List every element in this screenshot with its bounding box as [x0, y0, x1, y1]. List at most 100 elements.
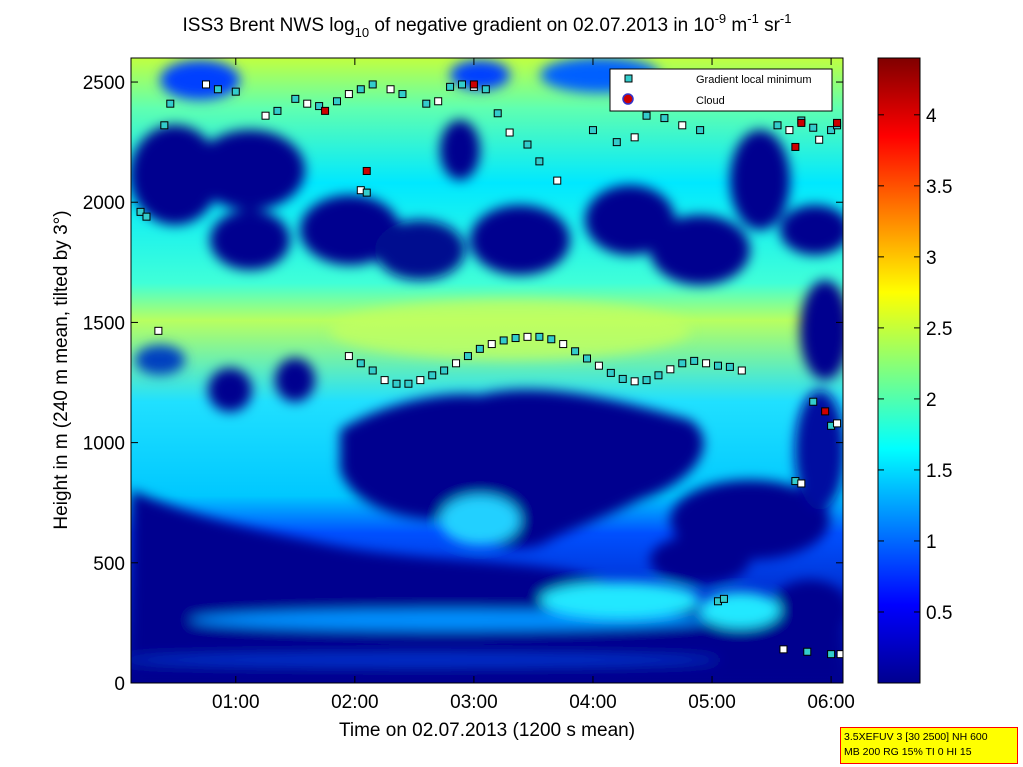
colorbar-tick-label: 0.5: [926, 603, 952, 624]
gradient-minimum-marker: [606, 368, 615, 377]
gradient-minimum-marker: [785, 126, 794, 135]
x-tick-label: 03:00: [450, 692, 498, 713]
gradient-minimum-marker: [434, 97, 443, 106]
gradient-minimum-marker: [815, 135, 824, 144]
gradient-minimum-marker: [142, 212, 151, 221]
y-tick-label: 2500: [83, 73, 125, 94]
cloud-marker: [791, 142, 800, 151]
colorbar-tick-label: 2.5: [926, 319, 952, 340]
gradient-minimum-marker: [547, 335, 556, 344]
colorbar-gradient: [877, 57, 921, 684]
y-axis-label: Height in m (240 m mean, tilted by 3°): [51, 210, 72, 529]
gradient-minimum-marker: [315, 102, 324, 111]
gradient-minimum-marker: [392, 379, 401, 388]
gradient-minimum-marker: [398, 90, 407, 99]
gradient-minimum-marker: [559, 340, 568, 349]
gradient-minimum-marker: [630, 377, 639, 386]
gradient-minimum-marker: [505, 128, 514, 137]
x-tick-label: 02:00: [331, 692, 379, 713]
gradient-minimum-marker: [654, 371, 663, 380]
gradient-minimum-marker: [368, 80, 377, 89]
chart-title: ISS3 Brent NWS log10 of negative gradien…: [183, 11, 792, 40]
gradient-minimum-marker: [713, 361, 722, 370]
gradient-minimum-marker: [404, 379, 413, 388]
gradient-minimum-marker: [797, 479, 806, 488]
gradient-minimum-marker: [827, 650, 836, 659]
gradient-minimum-marker: [154, 326, 163, 335]
gradient-minimum-marker: [499, 336, 508, 345]
cloud-marker: [797, 118, 806, 127]
gradient-minimum-marker: [166, 99, 175, 108]
gradient-minimum-marker: [642, 111, 651, 120]
gradient-minimum-marker: [344, 90, 353, 99]
gradient-minimum-marker: [356, 85, 365, 94]
gradient-minimum-marker: [612, 138, 621, 147]
legend: Gradient local minimum Cloud: [609, 68, 833, 112]
gradient-minimum-marker: [446, 82, 455, 91]
gradient-minimum-marker: [368, 366, 377, 375]
gradient-minimum-marker: [231, 87, 240, 96]
plot-frame: [130, 57, 844, 684]
gradient-minimum-marker: [827, 126, 836, 135]
cloud-marker: [362, 166, 371, 175]
colorbar-tick-label: 1.5: [926, 461, 952, 482]
x-tick-label: 01:00: [212, 692, 260, 713]
legend-label-gradient: Gradient local minimum: [696, 74, 812, 86]
colorbar-tick-label: 2: [926, 390, 937, 411]
gradient-minimum-marker: [291, 94, 300, 103]
gradient-minimum-marker: [773, 121, 782, 130]
gradient-minimum-marker: [523, 332, 532, 341]
gradient-minimum-marker: [618, 374, 627, 383]
gradient-minimum-marker: [457, 80, 466, 89]
legend-box: [609, 68, 833, 112]
gradient-minimum-marker: [702, 359, 711, 368]
gradient-minimum-marker: [362, 188, 371, 197]
gradient-minimum-marker: [690, 356, 699, 365]
legend-marker-circle: [622, 93, 634, 105]
x-axis-label: Time on 02.07.2013 (1200 s mean): [339, 720, 635, 741]
gradient-minimum-marker: [463, 352, 472, 361]
gradient-minimum-marker: [160, 121, 169, 130]
gradient-minimum-marker: [452, 359, 461, 368]
gradient-minimum-marker: [803, 647, 812, 656]
gradient-minimum-marker: [202, 80, 211, 89]
gradient-minimum-marker: [344, 352, 353, 361]
gradient-minimum-marker: [666, 365, 675, 374]
markers-layer: [136, 80, 843, 659]
gradient-minimum-marker: [303, 99, 312, 108]
gradient-minimum-marker: [475, 344, 484, 353]
gradient-minimum-marker: [588, 126, 597, 135]
info-box: 3.5XEFUV 3 [30 2500] NH 600 MB 200 RG 15…: [840, 727, 1018, 764]
gradient-minimum-marker: [386, 85, 395, 94]
colorbar: 0.5 1 1.5 2 2.5 3 3.5 4: [877, 57, 952, 684]
colorbar-tick-label: 3: [926, 248, 937, 269]
y-tick-label: 500: [93, 554, 125, 575]
gradient-minimum-marker: [273, 106, 282, 115]
gradient-minimum-marker: [511, 334, 520, 343]
gradient-minimum-marker: [696, 126, 705, 135]
gradient-minimum-marker: [719, 594, 728, 603]
gradient-minimum-marker: [836, 650, 843, 659]
gradient-minimum-marker: [594, 361, 603, 370]
gradient-minimum-marker: [571, 347, 580, 356]
gradient-minimum-marker: [136, 207, 145, 216]
x-tick-label: 05:00: [688, 692, 736, 713]
gradient-minimum-marker: [660, 114, 669, 123]
gradient-minimum-marker: [487, 340, 496, 349]
gradient-minimum-marker: [380, 376, 389, 385]
y-tick-label: 1500: [83, 313, 125, 334]
y-axis: 0 500 1000 1500 2000 2500: [83, 73, 843, 695]
gradient-minimum-marker: [809, 123, 818, 132]
cloud-marker: [321, 106, 330, 115]
gradient-minimum-marker: [356, 359, 365, 368]
gradient-minimum-marker: [809, 397, 818, 406]
cloud-marker: [821, 407, 830, 416]
gradient-minimum-marker: [213, 85, 222, 94]
colorbar-axis: 0.5 1 1.5 2 2.5 3 3.5 4: [878, 106, 952, 624]
y-tick-label: 2000: [83, 193, 125, 214]
x-axis: 01:00 02:00 03:00 04:00 05:00 06:00: [212, 58, 855, 713]
gradient-minimum-marker: [440, 366, 449, 375]
colorbar-tick-label: 4: [926, 106, 937, 127]
gradient-minimum-marker: [261, 111, 270, 120]
